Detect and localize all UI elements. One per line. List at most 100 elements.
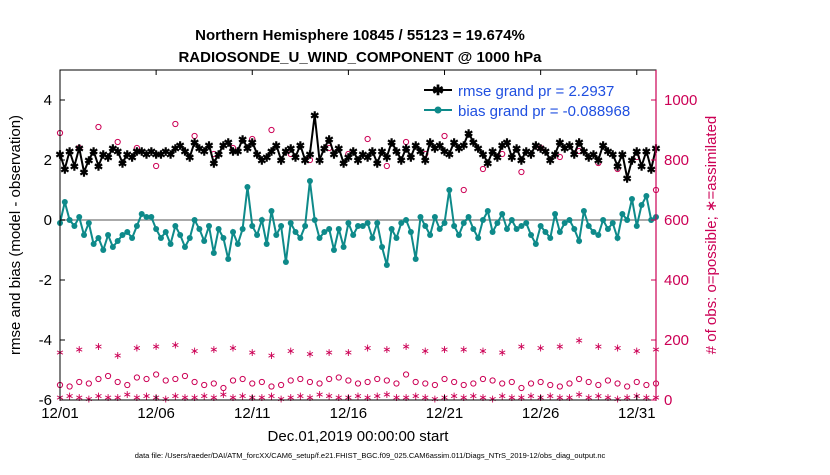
rmse-point: ✱ [281, 147, 290, 159]
x-tick-label: 12/16 [330, 405, 368, 422]
bias-point [311, 217, 318, 223]
bias-point [133, 223, 140, 229]
possible_count_lower-point [95, 375, 102, 383]
assimilated_count-point: ∗ [209, 344, 218, 356]
rmse-point: ✱ [599, 141, 608, 153]
rmse-point: ✱ [440, 147, 449, 159]
legend-bias-label: bias grand pr = -0.088968 [458, 103, 630, 120]
rmse-point: ✱ [584, 153, 593, 165]
bias-point [220, 235, 227, 241]
assimilated_count_lower-point: ∗ [565, 392, 574, 404]
assimilated_count-point: ∗ [267, 350, 276, 362]
bias-point [138, 211, 145, 217]
assimilated_count_lower-point: ∗ [334, 392, 343, 404]
bias-point [345, 220, 352, 226]
bias-point [369, 235, 376, 241]
rmse-point: ✱ [483, 159, 492, 171]
possible_count_lower-point [537, 378, 544, 386]
possible_count_lower-point [624, 383, 631, 390]
rmse-point: ✱ [445, 150, 454, 162]
possible_count_lower-point [508, 378, 515, 386]
rmse-point: ✱ [536, 144, 545, 156]
rmse-point: ✱ [79, 168, 88, 180]
bias-point [167, 241, 174, 247]
rmse-point: ✱ [488, 147, 497, 159]
bias-point [350, 232, 357, 238]
rmse-point: ✱ [209, 159, 218, 171]
rmse-point: ✱ [224, 138, 233, 150]
bias-point [489, 229, 496, 235]
rmse-point: ✱ [84, 156, 93, 168]
legend-bias-marker [434, 106, 442, 114]
bias-point [292, 229, 299, 235]
bias-point [225, 256, 232, 262]
bias-point [306, 178, 313, 184]
bias-point [614, 235, 621, 241]
assimilated_count_lower-point: ∗ [574, 389, 583, 401]
bias-point [427, 232, 434, 238]
assimilated_count_lower-point: ∗ [325, 391, 334, 403]
bias-point [475, 235, 482, 241]
rmse-point: ✱ [137, 147, 146, 159]
bias-point [374, 220, 381, 226]
rmse-point: ✱ [180, 147, 189, 159]
possible_count_lower-point [422, 380, 429, 387]
assimilated_count-point: ∗ [305, 349, 314, 361]
rmse-point: ✱ [118, 159, 127, 171]
bias-point [446, 187, 453, 193]
bias-point [129, 235, 136, 241]
assimilated_count_lower-point: ∗ [421, 392, 430, 404]
rmse-point: ✱ [531, 141, 540, 153]
rmse-point: ✱ [498, 141, 507, 153]
assimilated_count-point: ∗ [248, 347, 257, 359]
rmse-point: ✱ [89, 147, 98, 159]
bias-point [431, 214, 438, 220]
assimilated_count-point: ∗ [132, 343, 141, 355]
legend: ✱ rmse grand pr = 2.2937 bias grand pr =… [424, 82, 630, 120]
bias-point [470, 226, 477, 232]
y-left-tick-label: -2 [39, 272, 52, 289]
assimilated_count_lower-point: ∗ [180, 392, 189, 404]
y-right-tick-label: 200 [664, 332, 689, 349]
bias-point [364, 220, 371, 226]
assimilated_count_lower-point: ∗ [498, 391, 507, 403]
bias-point [215, 226, 222, 232]
rmse-point: ✱ [339, 159, 348, 171]
assimilated_count-point: ∗ [574, 335, 583, 347]
bias-point [393, 235, 400, 241]
bias-point [124, 229, 131, 235]
rmse-point: ✱ [502, 138, 511, 150]
possible_count_lower-point [527, 380, 535, 387]
rmse-point: ✱ [425, 138, 434, 150]
bias-point [552, 211, 559, 217]
y-left-tick-label: -6 [39, 392, 52, 409]
rmse-point: ✱ [647, 165, 656, 177]
rmse-point: ✱ [296, 141, 305, 153]
assimilated_count_lower-point: ∗ [401, 392, 410, 404]
possible_count_lower-point [470, 380, 477, 387]
rmse-point: ✱ [233, 147, 242, 159]
assimilated_count_lower-point: ∗ [286, 392, 295, 404]
bias-point [643, 193, 650, 199]
x-tick-label: 12/21 [426, 405, 464, 422]
bias-point [479, 217, 486, 223]
possible_count_lower-point [441, 375, 448, 383]
rmse-point: ✱ [377, 147, 386, 159]
bias-point [196, 226, 203, 232]
bias-point [76, 214, 83, 220]
possible_count_lower-point [114, 378, 121, 386]
y-left-tick-label: 2 [44, 152, 52, 169]
y-right-tick-label: 1000 [664, 92, 697, 109]
assimilated_count_lower-point: ∗ [219, 389, 228, 401]
assimilated_count_lower-point: ∗ [594, 391, 603, 403]
assimilated_count-point: ∗ [286, 346, 295, 358]
possible_count_lower-point [479, 375, 487, 383]
possible_count_lower-point [585, 378, 592, 386]
bias-point [532, 241, 539, 247]
possible_count_lower-point [220, 384, 227, 392]
possible_count_lower-point [431, 381, 439, 389]
possible_count_lower-point [402, 371, 410, 378]
possible_count-point [460, 186, 467, 194]
assimilated_count_lower-point: ∗ [382, 389, 391, 401]
rmse-point: ✱ [637, 162, 646, 174]
